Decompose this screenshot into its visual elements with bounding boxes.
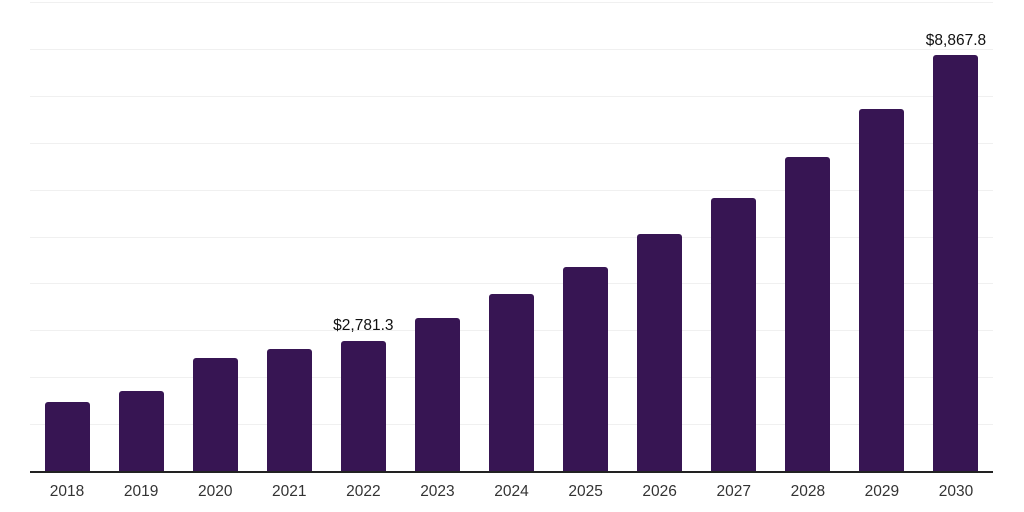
bar-slot-2018 (30, 2, 104, 471)
gridline (30, 95, 993, 97)
plot-area: $2,781.3 $8,867.8 (30, 2, 993, 473)
bar-2018 (44, 402, 90, 471)
gridline (30, 236, 993, 238)
bar-slot-2028 (771, 2, 845, 471)
x-tick-label-2020: 2020 (197, 483, 233, 500)
bar-2029 (859, 109, 905, 471)
x-tick-label-2025: 2025 (568, 483, 603, 500)
bar-2019 (118, 391, 164, 471)
bar-2021 (266, 348, 312, 471)
x-tick-label-2028: 2028 (790, 483, 826, 500)
x-tick-label-2019: 2019 (123, 483, 159, 500)
bar-2025 (563, 267, 609, 471)
gridline (30, 2, 993, 3)
bar-2027 (711, 198, 757, 471)
x-axis-line (30, 471, 993, 473)
bar-2028 (785, 157, 831, 471)
bar-slot-2022: $2,781.3 (326, 2, 400, 471)
bar-slot-2020 (178, 2, 252, 471)
bar-slot-2024 (474, 2, 548, 471)
x-axis-labels: 2018 2019 2020 2021 2022 2023 2024 2025 2026 2027… (30, 483, 993, 502)
bar-slot-2029 (845, 2, 919, 471)
x-tick-label-2021: 2021 (272, 483, 307, 500)
x-tick-label-2029: 2029 (864, 483, 900, 500)
x-tick-label-2024: 2024 (494, 483, 529, 500)
bars-container: $2,781.3 $8,867.8 (30, 2, 993, 471)
bar-2026 (637, 234, 683, 471)
x-tick-label-2023: 2023 (420, 483, 455, 500)
x-tick-label-2018: 2018 (49, 483, 85, 500)
bar-value-label-2022: $2,781.3 (333, 317, 394, 335)
bar-slot-2023 (400, 2, 474, 471)
x-tick-label-2026: 2026 (642, 483, 677, 500)
bar-slot-2019 (104, 2, 178, 471)
bar-slot-2021 (252, 2, 326, 471)
bar-value-label-2030: $8,867.8 (925, 31, 987, 49)
x-tick-label-2030: 2030 (938, 483, 974, 500)
bar-2030 (933, 55, 979, 471)
bar-2024 (489, 294, 534, 471)
x-tick-label-2022: 2022 (346, 483, 381, 500)
x-tick-label-2027: 2027 (716, 483, 751, 500)
bar-2023 (414, 318, 460, 471)
bar-slot-2025 (549, 2, 623, 471)
bar-2022 (340, 340, 386, 471)
bar-slot-2027 (697, 2, 771, 471)
bar-slot-2026 (623, 2, 697, 471)
bar-slot-2030: $8,867.8 (919, 2, 993, 471)
gridline (30, 283, 993, 285)
gridline (30, 48, 993, 50)
bar-2020 (192, 358, 238, 471)
gridline (30, 189, 993, 191)
gridline (30, 142, 993, 144)
